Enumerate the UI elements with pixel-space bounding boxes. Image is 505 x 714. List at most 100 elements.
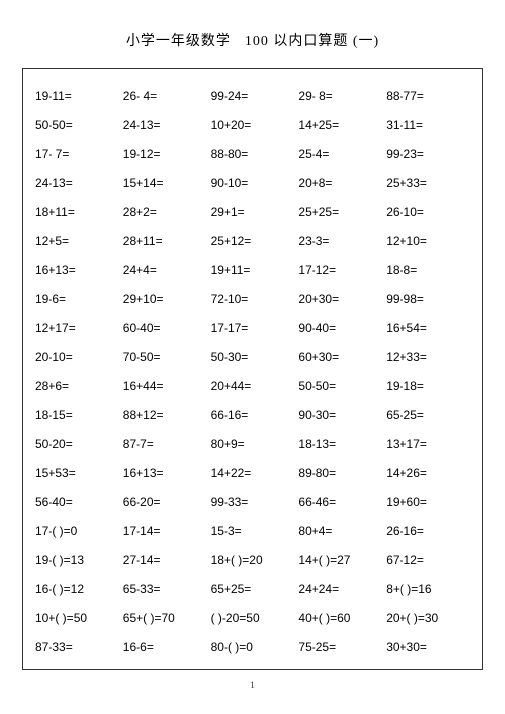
table-row: 17-( )=017-14=15-3=80+4=26-16= <box>33 516 472 545</box>
problem-cell: 19-11= <box>33 81 121 110</box>
problem-cell: 90-40= <box>296 313 384 342</box>
problem-cell: 19-6= <box>33 284 121 313</box>
problem-cell: 24-13= <box>121 110 209 139</box>
problem-cell: 12+5= <box>33 226 121 255</box>
worksheet-border: 19-11=26- 4=99-24=29- 8=88-77=50-50=24-1… <box>22 68 483 670</box>
problem-cell: 65-33= <box>121 574 209 603</box>
problem-cell: 18+( )=20 <box>209 545 297 574</box>
problem-cell: 18-13= <box>296 429 384 458</box>
table-row: 50-20=87-7=80+9=18-13=13+17= <box>33 429 472 458</box>
problem-cell: 14+26= <box>384 458 472 487</box>
table-row: 87-33=16-6=80-( )=075-25=30+30= <box>33 632 472 661</box>
problem-cell: 19-18= <box>384 371 472 400</box>
problem-cell: 50-50= <box>33 110 121 139</box>
problem-cell: 26-16= <box>384 516 472 545</box>
problem-cell: 16-( )=12 <box>33 574 121 603</box>
problem-cell: 30+30= <box>384 632 472 661</box>
problem-cell: 29- 8= <box>296 81 384 110</box>
problem-cell: 40+( )=60 <box>296 603 384 632</box>
problem-cell: 25+25= <box>296 197 384 226</box>
problem-cell: 50-50= <box>296 371 384 400</box>
problem-cell: 80-( )=0 <box>209 632 297 661</box>
problem-cell: 12+33= <box>384 342 472 371</box>
problem-cell: 19+11= <box>209 255 297 284</box>
problem-cell: 65+25= <box>209 574 297 603</box>
table-row: 56-40=66-20=99-33=66-46=19+60= <box>33 487 472 516</box>
problem-cell: 18-15= <box>33 400 121 429</box>
problem-cell: 17-( )=0 <box>33 516 121 545</box>
problem-cell: 75-25= <box>296 632 384 661</box>
table-row: 20-10=70-50=50-30=60+30=12+33= <box>33 342 472 371</box>
problem-cell: 31-11= <box>384 110 472 139</box>
problem-cell: 87-33= <box>33 632 121 661</box>
problem-cell: 17- 7= <box>33 139 121 168</box>
table-row: 10+( )=5065+( )=70( )-20=5040+( )=6020+(… <box>33 603 472 632</box>
problem-cell: 15-3= <box>209 516 297 545</box>
problem-cell: 16+54= <box>384 313 472 342</box>
problem-cell: 10+( )=50 <box>33 603 121 632</box>
problem-cell: 14+22= <box>209 458 297 487</box>
problem-cell: 24-13= <box>33 168 121 197</box>
page-title: 小学一年级数学100 以内口算题 (一) <box>22 30 483 50</box>
problem-cell: 88+12= <box>121 400 209 429</box>
problem-cell: 16-6= <box>121 632 209 661</box>
problem-cell: 14+25= <box>296 110 384 139</box>
problem-cell: 23-3= <box>296 226 384 255</box>
problem-cell: 18-8= <box>384 255 472 284</box>
table-row: 24-13=15+14=90-10=20+8=25+33= <box>33 168 472 197</box>
table-row: 19-6=29+10=72-10=20+30=99-98= <box>33 284 472 313</box>
problem-cell: 60+30= <box>296 342 384 371</box>
problem-cell: 27-14= <box>121 545 209 574</box>
problem-cell: 20+( )=30 <box>384 603 472 632</box>
problem-cell: 12+10= <box>384 226 472 255</box>
problem-cell: 29+10= <box>121 284 209 313</box>
problem-cell: 26-10= <box>384 197 472 226</box>
problem-cell: 19-12= <box>121 139 209 168</box>
problem-cell: 28+2= <box>121 197 209 226</box>
table-row: 16+13=24+4=19+11=17-12=18-8= <box>33 255 472 284</box>
problem-cell: 56-40= <box>33 487 121 516</box>
problem-cell: 19+60= <box>384 487 472 516</box>
problem-cell: 50-30= <box>209 342 297 371</box>
table-row: 19-( )=1327-14=18+( )=2014+( )=2767-12= <box>33 545 472 574</box>
problem-cell: 67-12= <box>384 545 472 574</box>
problem-cell: 28+6= <box>33 371 121 400</box>
problem-cell: 29+1= <box>209 197 297 226</box>
problem-cell: 25-4= <box>296 139 384 168</box>
problem-cell: 50-20= <box>33 429 121 458</box>
problem-cell: 16+13= <box>121 458 209 487</box>
table-row: 16-( )=1265-33=65+25=24+24=8+( )=16 <box>33 574 472 603</box>
problem-cell: 16+44= <box>121 371 209 400</box>
problem-cell: 99-23= <box>384 139 472 168</box>
problem-cell: 99-98= <box>384 284 472 313</box>
problem-cell: 88-77= <box>384 81 472 110</box>
problem-cell: 20+8= <box>296 168 384 197</box>
problems-table: 19-11=26- 4=99-24=29- 8=88-77=50-50=24-1… <box>33 81 472 661</box>
title-part-1: 小学一年级数学 <box>126 34 231 49</box>
problem-cell: 70-50= <box>121 342 209 371</box>
page-number: 1 <box>22 680 483 690</box>
table-row: 19-11=26- 4=99-24=29- 8=88-77= <box>33 81 472 110</box>
problem-cell: 99-33= <box>209 487 297 516</box>
table-row: 28+6=16+44=20+44=50-50=19-18= <box>33 371 472 400</box>
problem-cell: 25+33= <box>384 168 472 197</box>
problem-cell: 20-10= <box>33 342 121 371</box>
problem-cell: 18+11= <box>33 197 121 226</box>
problem-cell: 87-7= <box>121 429 209 458</box>
problem-cell: 20+44= <box>209 371 297 400</box>
problem-cell: 25+12= <box>209 226 297 255</box>
table-row: 17- 7=19-12=88-80=25-4=99-23= <box>33 139 472 168</box>
problem-cell: 90-10= <box>209 168 297 197</box>
problem-cell: 15+53= <box>33 458 121 487</box>
problem-cell: 17-12= <box>296 255 384 284</box>
problem-cell: 10+20= <box>209 110 297 139</box>
problem-cell: 65-25= <box>384 400 472 429</box>
problem-cell: 90-30= <box>296 400 384 429</box>
problem-cell: 14+( )=27 <box>296 545 384 574</box>
problem-cell: 12+17= <box>33 313 121 342</box>
problem-cell: 60-40= <box>121 313 209 342</box>
problem-cell: 17-14= <box>121 516 209 545</box>
problem-cell: 15+14= <box>121 168 209 197</box>
table-row: 18+11=28+2=29+1=25+25=26-10= <box>33 197 472 226</box>
problem-cell: 89-80= <box>296 458 384 487</box>
